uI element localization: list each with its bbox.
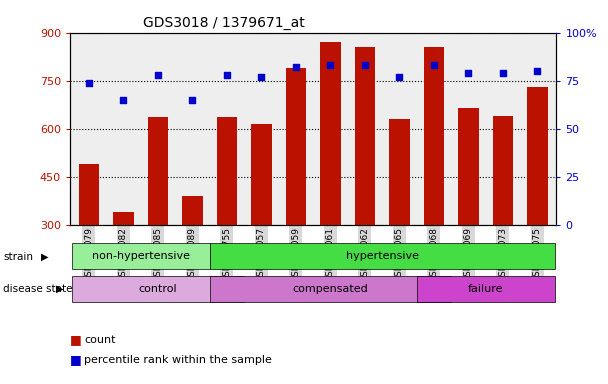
Text: hypertensive: hypertensive [345,251,419,262]
Bar [182,196,202,225]
Point [187,97,197,103]
Bar [210,243,554,269]
Bar [113,212,134,225]
Point [533,68,542,74]
Point [325,62,335,68]
Point [291,64,301,70]
Text: GDS3018 / 1379671_at: GDS3018 / 1379671_at [143,16,305,30]
Bar [320,42,340,225]
Text: ▶: ▶ [41,252,49,262]
Bar [72,243,210,269]
Bar [424,47,444,225]
Point [257,74,266,80]
Point [119,97,128,103]
Bar [527,87,548,225]
Bar [492,116,513,225]
Bar [148,118,168,225]
Bar [354,47,375,225]
Text: failure: failure [468,284,503,294]
Point [222,72,232,78]
Text: disease state: disease state [3,284,72,294]
Point [498,70,508,76]
Bar [216,118,237,225]
Text: strain: strain [3,252,33,262]
Text: ■: ■ [70,353,81,366]
Bar [251,124,272,225]
Text: percentile rank within the sample: percentile rank within the sample [84,355,272,365]
Text: compensated: compensated [292,284,368,294]
Bar [78,164,99,225]
Text: ▶: ▶ [56,284,63,294]
Bar [210,276,451,302]
Text: count: count [84,335,116,345]
Point [395,74,404,80]
Text: ■: ■ [70,333,81,346]
Point [463,70,473,76]
Point [153,72,163,78]
Point [360,62,370,68]
Bar [72,276,244,302]
Bar [416,276,554,302]
Bar [458,108,478,225]
Text: control: control [139,284,177,294]
Bar [286,68,306,225]
Point [84,79,94,86]
Bar [389,119,410,225]
Text: non-hypertensive: non-hypertensive [92,251,190,262]
Point [429,62,439,68]
